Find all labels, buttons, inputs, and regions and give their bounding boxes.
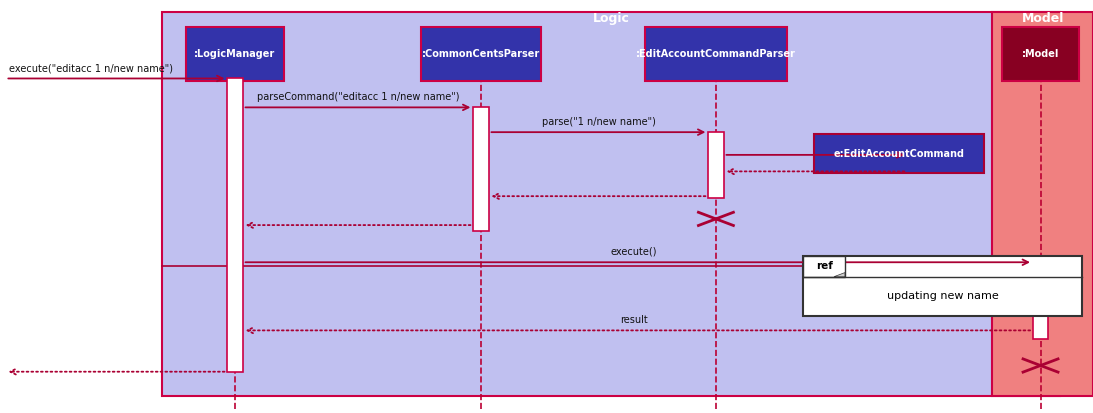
Text: updating new name: updating new name: [886, 291, 999, 301]
Bar: [162, 12, 1060, 396]
Bar: [1033, 264, 1048, 339]
Bar: [708, 132, 724, 198]
Text: parse("1 n/new name"): parse("1 n/new name"): [542, 117, 656, 127]
Polygon shape: [834, 273, 845, 277]
Text: Logic: Logic: [592, 12, 630, 25]
Text: execute(): execute(): [611, 247, 657, 257]
Bar: [814, 134, 984, 173]
Bar: [803, 256, 1082, 316]
Text: :CommonCentsParser: :CommonCentsParser: [422, 49, 540, 59]
Bar: [645, 27, 787, 81]
Text: :Model: :Model: [1022, 49, 1059, 59]
Text: execute("editacc 1 n/new name"): execute("editacc 1 n/new name"): [9, 63, 173, 73]
Bar: [992, 12, 1093, 396]
Bar: [1002, 27, 1079, 81]
Text: parseCommand("editacc 1 n/new name"): parseCommand("editacc 1 n/new name"): [257, 92, 460, 102]
Bar: [227, 78, 243, 372]
Bar: [186, 27, 284, 81]
Text: ref: ref: [815, 261, 833, 271]
Bar: [473, 107, 489, 231]
Bar: [803, 256, 845, 277]
Bar: [421, 27, 541, 81]
Text: result: result: [620, 315, 648, 325]
Text: e:EditAccountCommand: e:EditAccountCommand: [834, 149, 964, 159]
Text: :EditAccountCommandParser: :EditAccountCommandParser: [636, 49, 796, 59]
Text: Model: Model: [1022, 12, 1063, 25]
Text: :LogicManager: :LogicManager: [195, 49, 275, 59]
